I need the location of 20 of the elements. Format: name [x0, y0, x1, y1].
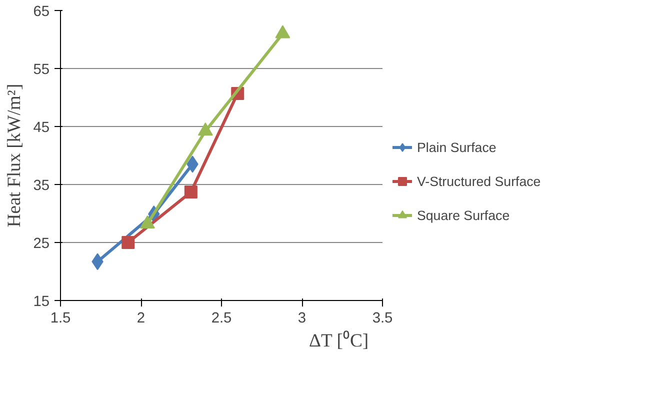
point — [184, 186, 198, 199]
x-tick-label: 1.5 — [50, 310, 71, 326]
point — [198, 122, 213, 136]
point — [275, 25, 290, 38]
x-tick-label: 2 — [136, 310, 146, 326]
y-tick-label: 65 — [33, 4, 50, 20]
point — [122, 236, 135, 249]
legend-label: Square Surface — [417, 208, 510, 222]
x-tick-label: 3.5 — [372, 310, 393, 326]
y-tick-label: 15 — [33, 294, 50, 310]
y-tick-label: 55 — [33, 62, 50, 78]
legend-label: Plain Surface — [417, 140, 496, 154]
y-tick-label: 35 — [33, 178, 50, 194]
legend-label: V-Structured Surface — [417, 174, 541, 188]
x-axis-title: ΔT [⁰C] — [309, 330, 369, 352]
x-tick-label: 2.5 — [211, 310, 232, 326]
x-tick-label: 3 — [298, 310, 306, 326]
y-axis-title: Heat Flux [kW/m²] — [4, 84, 26, 228]
y-tick-label: 45 — [33, 120, 50, 136]
y-tick-label: 25 — [33, 236, 50, 252]
